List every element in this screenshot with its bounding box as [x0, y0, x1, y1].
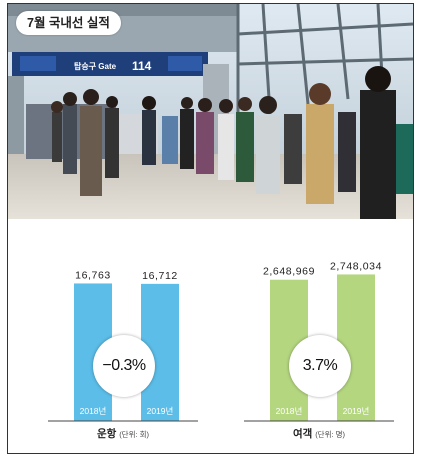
- passengers-change-badge: 3.7%: [289, 335, 351, 397]
- passengers-category-label-0: 2018년: [276, 406, 303, 416]
- passengers-value-label-1: 2,748,034: [330, 260, 382, 272]
- passengers-chart-svg: 2,648,969 2018년 2,748,034 2019년: [244, 260, 394, 422]
- airport-photo: 7월 국내선 실적 탑승구 Gate 114: [8, 4, 413, 219]
- flights-category-label-0: 2018년: [80, 406, 107, 416]
- flights-caption: 운항 (단위: 회): [43, 426, 203, 441]
- passengers-chart: 2,648,969 2018년 2,748,034 2019년 3.7%: [244, 239, 394, 424]
- flights-caption-label: 운항: [96, 428, 117, 440]
- passengers-caption-label: 여객: [292, 428, 313, 440]
- gate-number: 114: [132, 59, 152, 73]
- flights-category-label-1: 2019년: [147, 406, 174, 416]
- flights-value-label-0: 16,763: [75, 269, 111, 281]
- airport-scene: [8, 4, 413, 219]
- flights-change-value: −0.3%: [102, 357, 146, 374]
- flights-value-label-1: 16,712: [142, 270, 178, 282]
- passengers-change-value: 3.7%: [302, 357, 338, 374]
- title-badge: 7월 국내선 실적: [16, 11, 121, 35]
- infographic-frame: 7월 국내선 실적 탑승구 Gate 114 16,763 2018년 16,712…: [7, 3, 414, 454]
- flights-chart: 16,763 2018년 16,712 2019년 −0.3%: [48, 239, 198, 424]
- flights-unit: (단위: 회): [119, 430, 150, 439]
- flights-change-badge: −0.3%: [93, 335, 155, 397]
- gate-label: 탑승구 Gate: [74, 62, 117, 71]
- passengers-caption: 여객 (단위: 명): [239, 426, 399, 441]
- passengers-value-label-0: 2,648,969: [263, 266, 315, 278]
- passengers-unit: (단위: 명): [315, 430, 346, 439]
- passengers-category-label-1: 2019년: [343, 406, 370, 416]
